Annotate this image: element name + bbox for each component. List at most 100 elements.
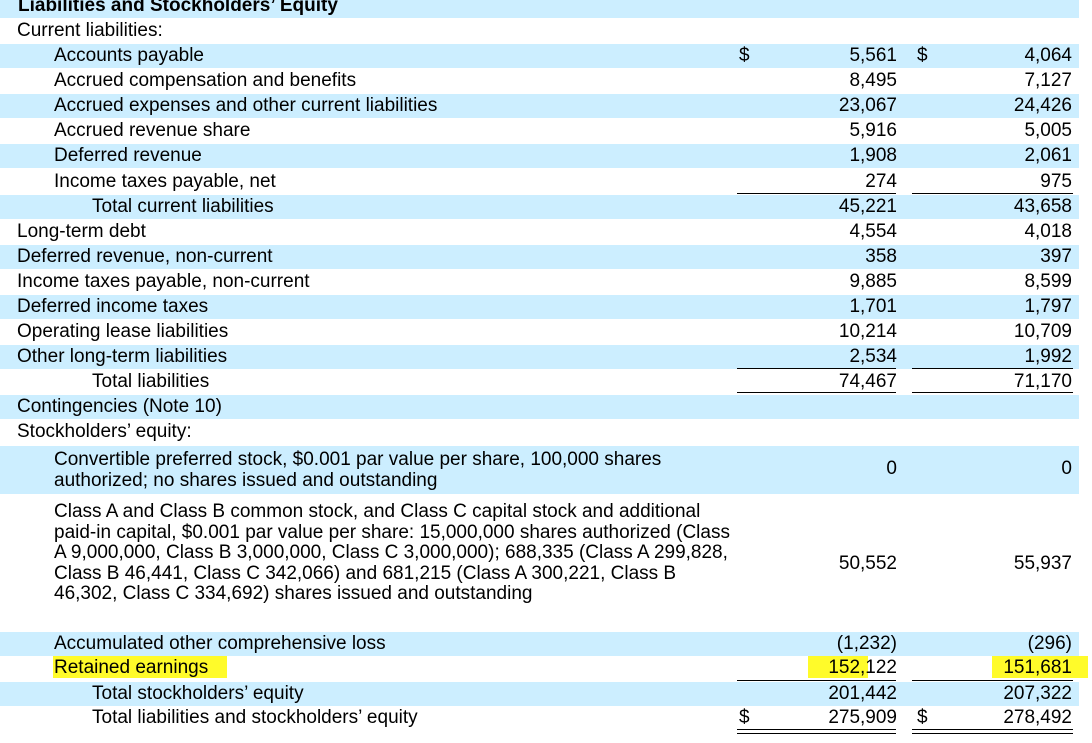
double-total-rule	[912, 729, 1073, 730]
table-row: Accrued expenses and other current liabi…	[0, 94, 1079, 118]
table-row: Total liabilities and stockholders’ equi…	[0, 707, 1079, 731]
table-row: Operating lease liabilities 10,214 10,70…	[0, 320, 1079, 344]
table-row: Accounts payable $ 5,561 $ 4,064	[0, 44, 1079, 68]
table-row: Deferred revenue, non-current 358 397	[0, 245, 1079, 269]
row-label: Convertible preferred stock, $0.001 par …	[54, 449, 662, 491]
section-title-row: Liabilities and Stockholders’ Equity	[0, 0, 1079, 18]
subtotal-rule	[912, 368, 1073, 369]
subtotal-rule	[912, 193, 1073, 194]
currency-symbol: $	[917, 45, 928, 66]
value-col2: 4,064	[1024, 45, 1072, 66]
value-col2: 55,937	[1013, 553, 1072, 574]
value-col2: 1,797	[1024, 296, 1072, 317]
total-rule	[912, 392, 1073, 393]
value-col1: 152,122	[828, 657, 897, 678]
value-col1: 50,552	[838, 553, 897, 574]
row-label: Deferred revenue	[54, 145, 202, 166]
current-liabilities-header-row: Current liabilities:	[0, 19, 1079, 43]
row-label: Total liabilities	[92, 371, 210, 392]
currency-symbol: $	[739, 707, 750, 728]
value-col1: 201,442	[828, 683, 897, 704]
value-col1: 5,916	[849, 120, 897, 141]
double-total-rule	[737, 733, 896, 734]
value-col1: 2,534	[849, 346, 897, 367]
row-label: Operating lease liabilities	[17, 321, 229, 342]
table-row: Total liabilities 74,467 71,170	[0, 370, 1079, 394]
row-label: Deferred revenue, non-current	[17, 246, 273, 267]
row-label: Accrued expenses and other current liabi…	[54, 95, 438, 116]
value-col1: 45,221	[838, 196, 897, 217]
value-col1: 23,067	[838, 95, 897, 116]
value-col2: 71,170	[1013, 371, 1072, 392]
double-total-rule	[912, 733, 1073, 734]
value-col2: 5,005	[1024, 120, 1072, 141]
row-label: Other long-term liabilities	[17, 346, 228, 367]
row-label: Total current liabilities	[92, 196, 274, 217]
value-col1: (1,232)	[836, 633, 897, 654]
row-label: Accumulated other comprehensive loss	[54, 633, 386, 654]
value-col1: 74,467	[838, 371, 897, 392]
value-col1: 0	[886, 458, 897, 479]
value-col1: 275,909	[828, 707, 897, 728]
table-row: Contingencies (Note 10)	[0, 395, 1079, 419]
value-col2: 7,127	[1024, 70, 1072, 91]
row-label: Deferred income taxes	[17, 296, 209, 317]
table-row: Accumulated other comprehensive loss (1,…	[0, 632, 1079, 656]
value-col2: 151,681	[1003, 657, 1072, 678]
value-col1: 8,495	[849, 70, 897, 91]
row-label: Total liabilities and stockholders’ equi…	[92, 707, 418, 728]
row-label: Accounts payable	[54, 45, 204, 66]
value-col1: 4,554	[849, 221, 897, 242]
table-row: Income taxes payable, net 274 975	[0, 169, 1079, 193]
value-col2: 8,599	[1024, 271, 1072, 292]
value-col2: 2,061	[1024, 145, 1072, 166]
table-row: Accrued compensation and benefits 8,495 …	[0, 69, 1079, 93]
value-col1: 274	[865, 171, 897, 192]
subtotal-rule	[912, 680, 1073, 681]
value-col2: 207,322	[1003, 683, 1072, 704]
value-col2: (296)	[1027, 633, 1072, 654]
table-row: Accrued revenue share 5,916 5,005	[0, 119, 1079, 143]
value-col2: 975	[1040, 171, 1072, 192]
value-col1: 5,561	[849, 45, 897, 66]
contingencies-label: Contingencies (Note 10)	[17, 396, 222, 417]
row-label: Accrued compensation and benefits	[54, 70, 357, 91]
value-col2: 278,492	[1003, 707, 1072, 728]
section-title: Liabilities and Stockholders’ Equity	[18, 0, 338, 16]
subtotal-rule	[737, 193, 896, 194]
value-col2: 4,018	[1024, 221, 1072, 242]
value-col1: 10,214	[838, 321, 897, 342]
value-col2: 1,992	[1024, 346, 1072, 367]
subtotal-rule	[737, 680, 896, 681]
currency-symbol: $	[917, 707, 928, 728]
table-row: Deferred income taxes 1,701 1,797	[0, 295, 1079, 319]
table-row: Total current liabilities 45,221 43,658	[0, 195, 1079, 219]
row-label: Income taxes payable, non-current	[17, 271, 310, 292]
value-col2: 43,658	[1013, 196, 1072, 217]
currency-symbol: $	[739, 45, 750, 66]
table-row: Income taxes payable, non-current 9,885 …	[0, 270, 1079, 294]
value-col1: 1,908	[849, 145, 897, 166]
value-col2: 397	[1040, 246, 1072, 267]
value-col2: 10,709	[1013, 321, 1072, 342]
value-col2: 0	[1061, 458, 1072, 479]
total-rule	[737, 392, 896, 393]
row-label: Income taxes payable, net	[54, 171, 276, 192]
row-label: Class A and Class B common stock, and Cl…	[54, 501, 730, 605]
table-row: Deferred revenue 1,908 2,061	[0, 144, 1079, 168]
highlight-mark	[53, 656, 227, 678]
subtotal-rule	[737, 368, 896, 369]
value-col1: 9,885	[849, 271, 897, 292]
table-row: Stockholders’ equity:	[0, 420, 1079, 444]
table-row: Convertible preferred stock, $0.001 par …	[0, 446, 1079, 494]
value-col1: 358	[865, 246, 897, 267]
value-col2: 24,426	[1013, 95, 1072, 116]
table-row: Class A and Class B common stock, and Cl…	[0, 496, 1079, 630]
row-label: Long-term debt	[17, 221, 146, 242]
table-row-retained-earnings: Retained earnings 152,122 151,681	[0, 657, 1079, 681]
table-row: Total stockholders’ equity 201,442 207,3…	[0, 682, 1079, 706]
row-label: Accrued revenue share	[54, 120, 251, 141]
row-label: Retained earnings	[54, 657, 209, 678]
highlight-mark	[808, 656, 868, 678]
current-liabilities-label: Current liabilities:	[17, 20, 163, 41]
